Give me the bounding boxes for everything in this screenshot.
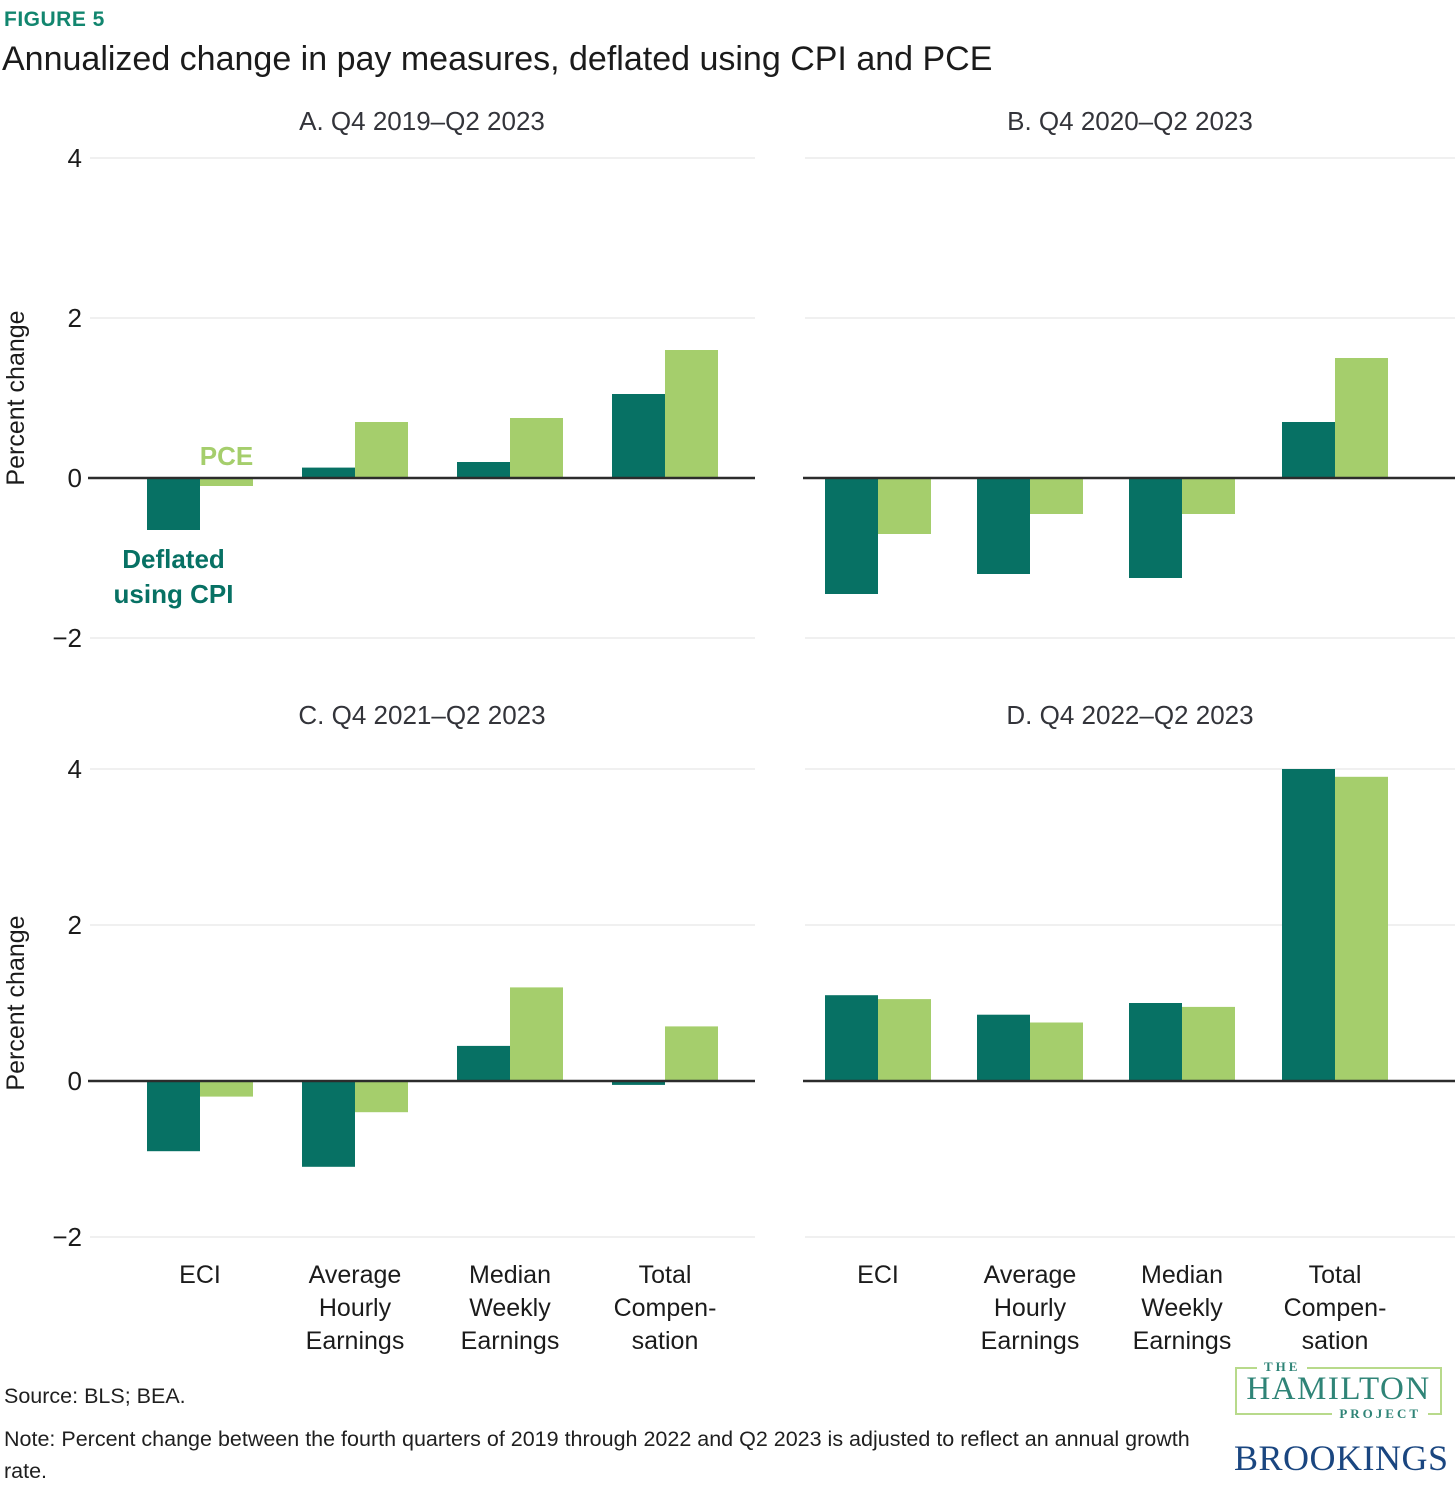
bar-b-pce-0 bbox=[878, 478, 931, 534]
y-axis-label-top: Percent change bbox=[2, 310, 30, 485]
panel-d-plot: ECI Average Hourly Earnings Median Weekly Earn… bbox=[803, 768, 1455, 1355]
x-label-0-line-0: ECI bbox=[179, 1261, 221, 1289]
bar-b-cpi-1 bbox=[977, 478, 1030, 574]
x-label-3-line-0: Total bbox=[639, 1261, 692, 1289]
panel-c-plot: 4 2 0 −2 ECI Average Hourly Earnings Median Weekl… bbox=[52, 754, 755, 1355]
bar-a-pce-1 bbox=[355, 422, 408, 478]
x-label-3-line-2: sation bbox=[1302, 1327, 1369, 1355]
y-tick-4: 4 bbox=[68, 754, 82, 784]
x-label-2-line-2: Earnings bbox=[1133, 1327, 1232, 1355]
bar-c-cpi-0 bbox=[147, 1081, 200, 1152]
x-label-2-line-0: Median bbox=[1141, 1261, 1223, 1289]
panel-a-chart: A. Q4 2019–Q2 2023 Percent change 4 2 0 −2 P… bbox=[2, 106, 755, 653]
bar-a-pce-2 bbox=[510, 418, 563, 478]
panel-a-title: A. Q4 2019–Q2 2023 bbox=[299, 106, 545, 136]
bar-a-cpi-3 bbox=[612, 394, 665, 478]
panel-d-title: D. Q4 2022–Q2 2023 bbox=[1006, 700, 1253, 730]
bar-d-cpi-1 bbox=[977, 1014, 1030, 1081]
x-label-1-line-2: Earnings bbox=[981, 1327, 1080, 1355]
panel-c-chart: C. Q4 2021–Q2 2023 Percent change 4 2 0 −2 E… bbox=[2, 700, 755, 1355]
y-tick-0: 0 bbox=[68, 463, 82, 493]
x-label-3-line-0: Total bbox=[1309, 1261, 1362, 1289]
x-label-0-line-0: ECI bbox=[857, 1261, 899, 1289]
hamilton-logo-project: PROJECT bbox=[1332, 1406, 1428, 1422]
y-tick-0: 0 bbox=[68, 1066, 82, 1096]
bar-d-pce-2 bbox=[1182, 1006, 1235, 1081]
bar-d-cpi-2 bbox=[1129, 1003, 1182, 1081]
bar-b-cpi-2 bbox=[1129, 478, 1182, 578]
x-label-2-line-1: Weekly bbox=[469, 1294, 551, 1322]
bar-d-pce-0 bbox=[878, 999, 931, 1081]
x-label-2-line-1: Weekly bbox=[1141, 1294, 1223, 1322]
x-label-3-line-2: sation bbox=[632, 1327, 699, 1355]
panel-b-chart: B. Q4 2020–Q2 2023 bbox=[803, 106, 1455, 639]
hamilton-logo-name: HAMILTON bbox=[1246, 1371, 1431, 1408]
bar-c-pce-1 bbox=[355, 1081, 408, 1113]
bar-c-pce-2 bbox=[510, 987, 563, 1081]
panel-d-chart: D. Q4 2022–Q2 2023 ECI Average Hourly Earni… bbox=[803, 700, 1455, 1355]
note-text: Note: Percent change between the fourth … bbox=[4, 1427, 1190, 1483]
bar-d-cpi-0 bbox=[825, 995, 878, 1081]
legend-cpi-label-line2: using CPI bbox=[114, 579, 234, 609]
bar-b-pce-2 bbox=[1182, 478, 1235, 514]
x-label-3-line-1: Compen- bbox=[1284, 1294, 1387, 1322]
bar-a-cpi-0 bbox=[147, 478, 200, 530]
bar-a-pce-3 bbox=[665, 350, 718, 478]
bar-a-pce-0 bbox=[200, 478, 253, 486]
bar-d-pce-1 bbox=[1030, 1022, 1083, 1081]
legend-pce-label: PCE bbox=[200, 441, 253, 471]
bar-c-pce-0 bbox=[200, 1081, 253, 1097]
x-label-1-line-1: Hourly bbox=[319, 1294, 392, 1322]
bar-c-cpi-3 bbox=[612, 1081, 665, 1085]
hamilton-project-logo: THE HAMILTON PROJECT bbox=[1235, 1359, 1442, 1422]
x-label-2-line-0: Median bbox=[469, 1261, 551, 1289]
brookings-logo: BROOKINGS bbox=[1234, 1438, 1449, 1478]
bar-d-cpi-3 bbox=[1282, 769, 1335, 1081]
y-tick-2: 2 bbox=[68, 910, 82, 940]
y-axis-label-bottom: Percent change bbox=[2, 915, 30, 1090]
x-label-1-line-0: Average bbox=[309, 1261, 402, 1289]
y-tick-2: 2 bbox=[68, 303, 82, 333]
panel-b-title: B. Q4 2020–Q2 2023 bbox=[1007, 106, 1253, 136]
bar-d-pce-3 bbox=[1335, 776, 1388, 1081]
y-tick--2: −2 bbox=[52, 1222, 82, 1252]
panel-c-title: C. Q4 2021–Q2 2023 bbox=[298, 700, 545, 730]
bar-b-cpi-3 bbox=[1282, 422, 1335, 478]
x-label-1-line-0: Average bbox=[984, 1261, 1077, 1289]
hamilton-logo-the: THE bbox=[1257, 1359, 1308, 1375]
bar-b-pce-3 bbox=[1335, 358, 1388, 478]
x-label-2-line-2: Earnings bbox=[461, 1327, 560, 1355]
figure-number-label: FIGURE 5 bbox=[4, 8, 105, 31]
y-tick-4: 4 bbox=[68, 143, 82, 173]
panel-b-plot bbox=[803, 157, 1455, 639]
y-tick--2: −2 bbox=[52, 623, 82, 653]
figure-title: Annualized change in pay measures, defla… bbox=[2, 40, 993, 78]
bar-c-pce-3 bbox=[665, 1026, 718, 1081]
x-label-1-line-1: Hourly bbox=[994, 1294, 1067, 1322]
source-text: Source: BLS; BEA. bbox=[4, 1384, 186, 1408]
panel-a-plot: 4 2 0 −2 PCE Deflated using CPI bbox=[52, 143, 755, 653]
bar-b-pce-1 bbox=[1030, 478, 1083, 514]
bar-a-cpi-1 bbox=[302, 467, 355, 478]
bar-a-cpi-2 bbox=[457, 462, 510, 478]
legend-cpi-label-line1: Deflated bbox=[122, 544, 225, 574]
bar-b-cpi-0 bbox=[825, 478, 878, 594]
bar-c-cpi-1 bbox=[302, 1081, 355, 1167]
bar-c-cpi-2 bbox=[457, 1045, 510, 1081]
x-label-1-line-2: Earnings bbox=[306, 1327, 405, 1355]
x-label-3-line-1: Compen- bbox=[614, 1294, 717, 1322]
